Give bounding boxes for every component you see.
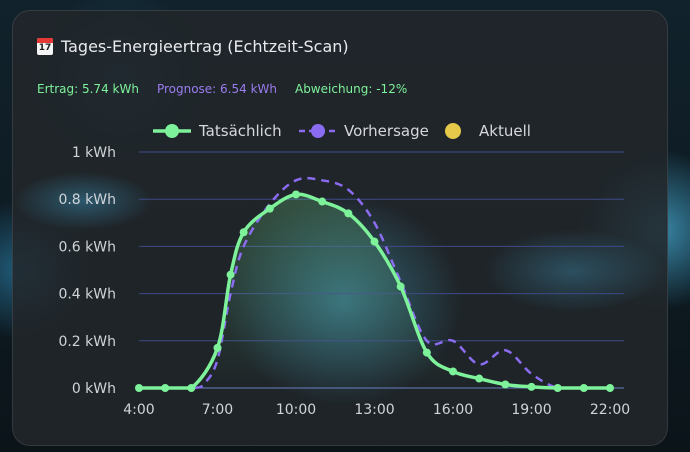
actual-data-point[interactable] [449,367,457,376]
actual-area-fill [139,194,610,388]
stat-ertrag: Ertrag: 5.74 kWh [37,82,139,96]
legend-label-actual: Tatsächlich [198,122,282,140]
stat-abweichung: Abweichung: -12% [294,82,408,96]
x-tick-label: 7:00 [202,402,233,418]
actual-data-point[interactable] [292,190,300,199]
actual-data-point[interactable] [239,228,248,237]
actual-data-point[interactable] [606,384,614,392]
actual-data-point[interactable] [396,282,405,291]
actual-data-point[interactable] [265,204,274,213]
actual-data-point[interactable] [422,348,431,357]
y-tick-label: 0.2 kWh [58,334,116,350]
legend-item-current[interactable]: Aktuell [445,122,531,140]
y-tick-label: 0.8 kWh [58,192,116,208]
card-header: Tages-Energieertrag (Echtzeit-Scan) [37,37,349,56]
energy-card: Tages-Energieertrag (Echtzeit-Scan) Ertr… [12,10,668,446]
energy-chart: 0 kWh 0.2 kWh 0.4 kWh 0.6 kWh 0.8 kWh 1 kWh 4… [58,122,630,418]
actual-data-point[interactable] [135,384,143,392]
actual-data-point[interactable] [579,384,588,392]
x-tick-label: 16:00 [433,402,473,418]
actual-data-point[interactable] [213,343,222,352]
x-tick-label: 4:00 [123,402,154,418]
actual-data-point[interactable] [187,384,196,392]
x-tick-label: 22:00 [590,402,630,418]
y-tick-label: 0 kWh [72,381,116,397]
chart-legend: Tatsächlich Vorhersage Aktuell [153,122,531,140]
legend-item-actual[interactable]: Tatsächlich [153,122,282,140]
y-tick-label: 0.6 kWh [58,239,116,255]
y-tick-label: 0.4 kWh [58,287,116,303]
actual-data-point[interactable] [161,384,170,392]
stat-prognose: Prognose: 6.54 kWh [156,82,277,96]
x-tick-label: 19:00 [511,402,551,418]
x-tick-label: 13:00 [354,402,394,418]
forecast-series-line [139,176,610,390]
actual-data-point[interactable] [553,384,562,392]
calendar-icon [37,38,53,55]
legend-item-forecast[interactable]: Vorhersage [299,122,429,140]
card-title: Tages-Energieertrag (Echtzeit-Scan) [61,37,349,56]
actual-data-point[interactable] [475,374,484,383]
stats-row: Ertrag: 5.74 kWh Prognose: 6.54 kWh Abwe… [37,82,407,96]
actual-data-point[interactable] [344,209,353,218]
actual-data-point[interactable] [501,380,510,389]
legend-label-current: Aktuell [479,122,531,140]
actual-data-point[interactable] [318,197,327,206]
y-tick-label: 1 kWh [72,145,116,161]
x-tick-label: 10:00 [276,402,316,418]
actual-data-point[interactable] [370,237,379,246]
actual-data-point[interactable] [527,382,536,391]
legend-label-forecast: Vorhersage [344,122,429,140]
actual-data-point[interactable] [226,270,235,279]
